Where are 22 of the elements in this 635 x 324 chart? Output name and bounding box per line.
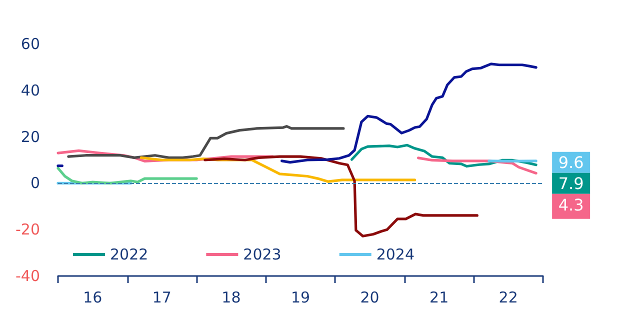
- x-tick-label: 22: [498, 288, 518, 306]
- legend-label: 2024: [376, 246, 415, 264]
- y-tick-label: 60: [20, 35, 40, 53]
- x-tick-label: 16: [83, 288, 102, 306]
- x-tick-label: 17: [152, 288, 172, 306]
- x-tick-label: 19: [290, 288, 310, 306]
- y-tick-label: -40: [16, 267, 40, 285]
- x-tick-label: 18: [222, 288, 241, 306]
- data-label: 7.9: [558, 174, 584, 193]
- line-series: [204, 155, 478, 238]
- line-series: [67, 125, 345, 159]
- x-tick-label: 20: [360, 288, 380, 306]
- y-tick-label: 0: [30, 174, 40, 192]
- x-tick-label: 21: [430, 288, 449, 306]
- line-series: [56, 166, 198, 184]
- legend-label: 2023: [243, 246, 282, 264]
- y-tick-label: -20: [16, 220, 40, 239]
- y-tick-label: 40: [20, 81, 40, 100]
- legend-label: 2022: [110, 246, 148, 264]
- data-label: 4.3: [558, 195, 584, 214]
- y-tick-label: 20: [20, 128, 40, 146]
- data-label: 9.6: [558, 152, 584, 172]
